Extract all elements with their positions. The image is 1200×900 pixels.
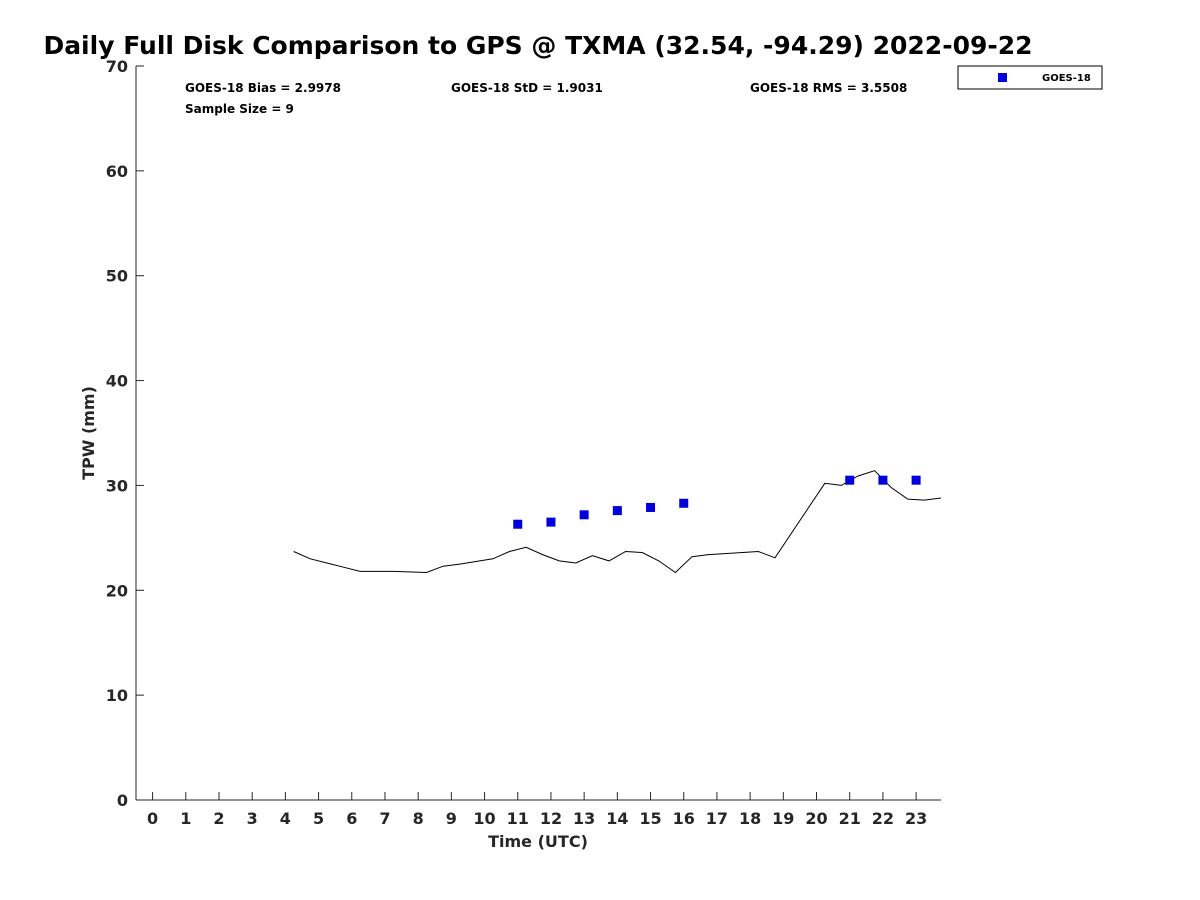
x-tick-label: 9 <box>446 809 457 828</box>
x-tick-label: 6 <box>346 809 357 828</box>
x-tick-label: 22 <box>872 809 894 828</box>
goes18-point <box>612 506 622 516</box>
x-tick-label: 10 <box>473 809 495 828</box>
legend-label-goes18: GOES-18 <box>1042 73 1091 84</box>
rms-stat: GOES-18 RMS = 3.5508 <box>750 81 907 95</box>
goes18-point <box>845 475 855 485</box>
y-tick-label: 10 <box>106 686 128 705</box>
bias-stat: GOES-18 Bias = 2.9978 <box>185 81 341 95</box>
goes18-point <box>878 475 888 485</box>
y-tick-label: 40 <box>106 372 128 391</box>
x-tick-label: 5 <box>313 809 324 828</box>
x-tick-label: 14 <box>606 809 628 828</box>
legend-marker-goes18 <box>998 73 1007 82</box>
y-tick-label: 0 <box>117 791 128 810</box>
x-tick-label: 20 <box>805 809 827 828</box>
x-tick-label: 11 <box>507 809 529 828</box>
x-tick-label: 2 <box>213 809 224 828</box>
x-tick-label: 19 <box>772 809 794 828</box>
x-tick-label: 16 <box>673 809 695 828</box>
axes <box>135 66 941 801</box>
goes18-point <box>679 498 689 508</box>
x-tick-label: 15 <box>639 809 661 828</box>
x-tick-label: 0 <box>147 809 158 828</box>
x-tick-label: 12 <box>540 809 562 828</box>
y-axis-label: TPW (mm) <box>79 386 98 480</box>
chart-title: Daily Full Disk Comparison to GPS @ TXMA… <box>43 31 1032 60</box>
legend: GOES-18 <box>957 65 1103 90</box>
x-axis-label: Time (UTC) <box>488 832 588 851</box>
x-axis-ticks: 0 1 2 3 4 5 6 7 8 9 10 11 12 13 14 15 16 17 18 19 20 21 22 23 <box>147 792 927 828</box>
y-tick-label: 60 <box>106 162 128 181</box>
goes18-point <box>579 510 589 520</box>
x-tick-label: 1 <box>180 809 191 828</box>
x-tick-label: 23 <box>905 809 927 828</box>
goes18-point <box>646 502 656 512</box>
x-tick-label: 21 <box>839 809 861 828</box>
gps-tpw-line <box>293 470 942 574</box>
x-tick-label: 18 <box>739 809 761 828</box>
y-tick-label: 20 <box>106 581 128 600</box>
goes18-point <box>546 517 556 527</box>
legend-box <box>957 65 1103 90</box>
x-tick-label: 17 <box>706 809 728 828</box>
y-axis-ticks: 0 10 20 30 40 50 60 70 <box>106 57 144 810</box>
x-tick-label: 7 <box>379 809 390 828</box>
std-stat: GOES-18 StD = 1.9031 <box>451 81 603 95</box>
y-tick-label: 70 <box>106 57 128 76</box>
x-tick-label: 4 <box>280 809 291 828</box>
series-layer <box>293 470 942 574</box>
x-tick-label: 8 <box>413 809 424 828</box>
sample-size-stat: Sample Size = 9 <box>185 102 294 116</box>
x-tick-label: 3 <box>247 809 258 828</box>
y-tick-label: 50 <box>106 267 128 286</box>
x-tick-label: 13 <box>573 809 595 828</box>
y-tick-label: 30 <box>106 476 128 495</box>
goes18-point <box>513 519 523 529</box>
goes18-point <box>911 475 921 485</box>
